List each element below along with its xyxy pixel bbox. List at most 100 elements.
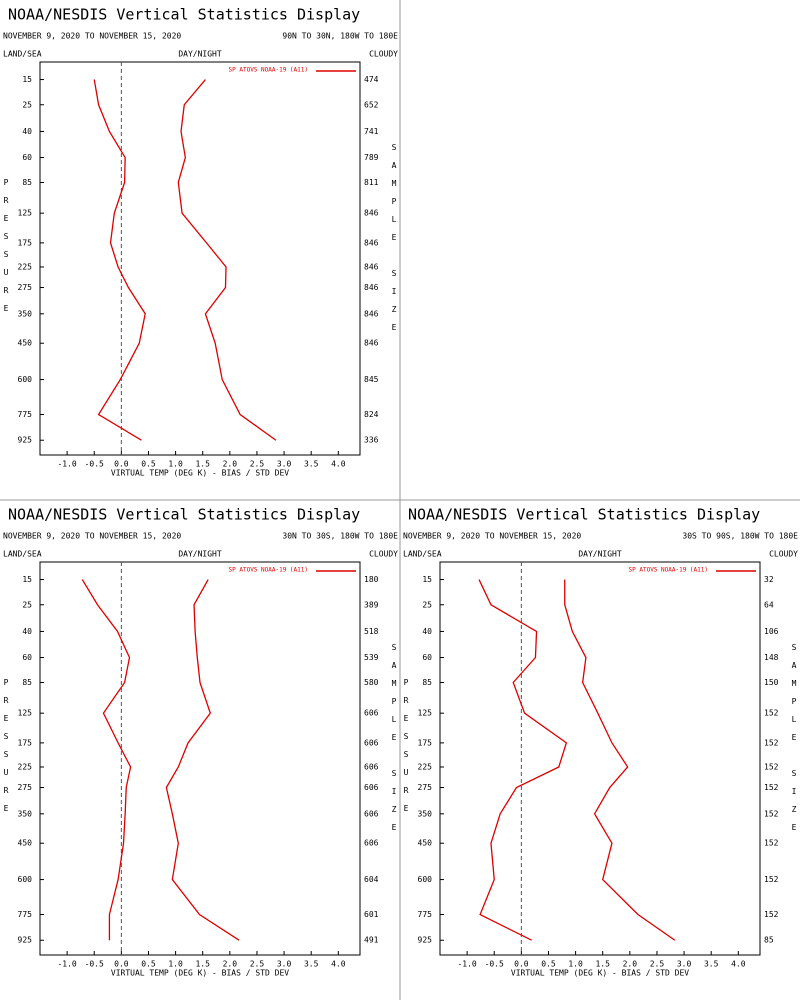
letter: E xyxy=(404,714,409,723)
cloudy: CLOUDY xyxy=(369,50,398,59)
y-tick-label: 40 xyxy=(22,627,32,636)
letter: E xyxy=(4,214,9,223)
x-tick-label: 2.5 xyxy=(250,960,265,969)
day-night: DAY/NIGHT xyxy=(178,550,222,559)
y-tick-label: 25 xyxy=(22,600,32,609)
date-range: NOVEMBER 9, 2020 TO NOVEMBER 15, 2020 xyxy=(403,532,581,541)
x-tick-label: 1.0 xyxy=(568,960,583,969)
sample-size: 606 xyxy=(364,762,379,771)
y-tick-label: 925 xyxy=(418,936,433,945)
sample-size: 474 xyxy=(364,75,379,84)
letter: R xyxy=(4,696,9,705)
x-tick-label: 2.0 xyxy=(223,960,238,969)
sample-size: 846 xyxy=(364,209,379,218)
series-line xyxy=(177,79,277,441)
y-tick-label: 275 xyxy=(18,283,33,292)
sample-size: 152 xyxy=(764,809,779,818)
y-tick-label: 15 xyxy=(22,75,32,84)
y-tick-label: 225 xyxy=(18,262,33,271)
letter: P xyxy=(404,678,409,687)
sample-size: 152 xyxy=(764,783,779,792)
x-tick-label: -1.0 xyxy=(57,960,76,969)
sample-size: 491 xyxy=(364,936,379,945)
letter: E xyxy=(4,714,9,723)
letter: R xyxy=(404,696,409,705)
x-tick-label: 1.0 xyxy=(168,460,183,469)
x-tick-label: 0.5 xyxy=(541,960,556,969)
x-axis-label: VIRTUAL TEMP (DEG K) - BIAS / STD DEV xyxy=(111,969,289,978)
series-line xyxy=(165,579,240,941)
letter: E xyxy=(392,233,397,242)
letter: S xyxy=(4,750,9,759)
letter: S xyxy=(4,250,9,259)
y-tick-label: 600 xyxy=(18,875,33,884)
x-tick-label: -1.0 xyxy=(457,960,476,969)
sample-size: 606 xyxy=(364,783,379,792)
letter: R xyxy=(4,196,9,205)
land-sea: LAND/SEA xyxy=(403,550,442,559)
letter xyxy=(792,751,797,760)
y-tick-label: 775 xyxy=(18,410,33,419)
letter: U xyxy=(4,268,9,277)
letter: E xyxy=(404,804,409,813)
day-night: DAY/NIGHT xyxy=(178,50,222,59)
letter: P xyxy=(4,178,9,187)
letter: U xyxy=(4,768,9,777)
plot-frame xyxy=(39,61,361,456)
day-night: DAY/NIGHT xyxy=(578,550,622,559)
letter: E xyxy=(792,823,797,832)
sample-size: 152 xyxy=(764,762,779,771)
sample-size: 152 xyxy=(764,738,779,747)
y-tick-label: 125 xyxy=(418,709,433,718)
sample-size: 606 xyxy=(364,709,379,718)
letter: M xyxy=(392,679,397,688)
x-tick-label: 0.5 xyxy=(141,460,156,469)
y-tick-label: 775 xyxy=(18,910,33,919)
sample-size: 652 xyxy=(364,100,379,109)
letter: L xyxy=(392,215,397,224)
y-tick-label: 600 xyxy=(418,875,433,884)
chart-title: NOAA/NESDIS Vertical Statistics Display xyxy=(8,506,360,524)
y-tick-label: 175 xyxy=(18,738,33,747)
x-axis-label: VIRTUAL TEMP (DEG K) - BIAS / STD DEV xyxy=(511,969,689,978)
y-tick-label: 350 xyxy=(18,809,33,818)
letter: E xyxy=(4,304,9,313)
sample-size: 606 xyxy=(364,839,379,848)
series-line xyxy=(478,579,568,941)
letter: P xyxy=(792,697,797,706)
letter: S xyxy=(392,769,397,778)
sample-size: 741 xyxy=(364,127,379,136)
sample-size: 846 xyxy=(364,283,379,292)
region: 30S TO 90S, 180W TO 180E xyxy=(682,532,798,541)
y-tick-label: 350 xyxy=(18,309,33,318)
letter: E xyxy=(792,733,797,742)
sample-size: 106 xyxy=(764,627,779,636)
letter xyxy=(392,751,397,760)
sample-size: 606 xyxy=(364,809,379,818)
y-tick-label: 25 xyxy=(422,600,432,609)
sample-size: 606 xyxy=(364,738,379,747)
y-tick-label: 775 xyxy=(418,910,433,919)
letter: M xyxy=(392,179,397,188)
panel: NOAA/NESDIS Vertical Statistics Display N… xyxy=(3,506,398,978)
letter: S xyxy=(392,643,397,652)
x-tick-label: 2.0 xyxy=(223,460,238,469)
legend-label: SP ATOVS NOAA-19 (A11) xyxy=(229,67,308,74)
sample-size: 846 xyxy=(364,309,379,318)
y-tick-label: 450 xyxy=(418,839,433,848)
y-tick-label: 85 xyxy=(22,178,32,187)
x-tick-label: 2.5 xyxy=(650,960,665,969)
letter: R xyxy=(4,786,9,795)
x-tick-label: 1.5 xyxy=(595,960,610,969)
letter: S xyxy=(404,750,409,759)
y-tick-label: 15 xyxy=(422,575,432,584)
x-tick-label: 4.0 xyxy=(331,960,346,969)
letter: S xyxy=(392,143,397,152)
y-tick-label: 275 xyxy=(18,783,33,792)
sample-size: 64 xyxy=(764,600,774,609)
letter: S xyxy=(4,232,9,241)
